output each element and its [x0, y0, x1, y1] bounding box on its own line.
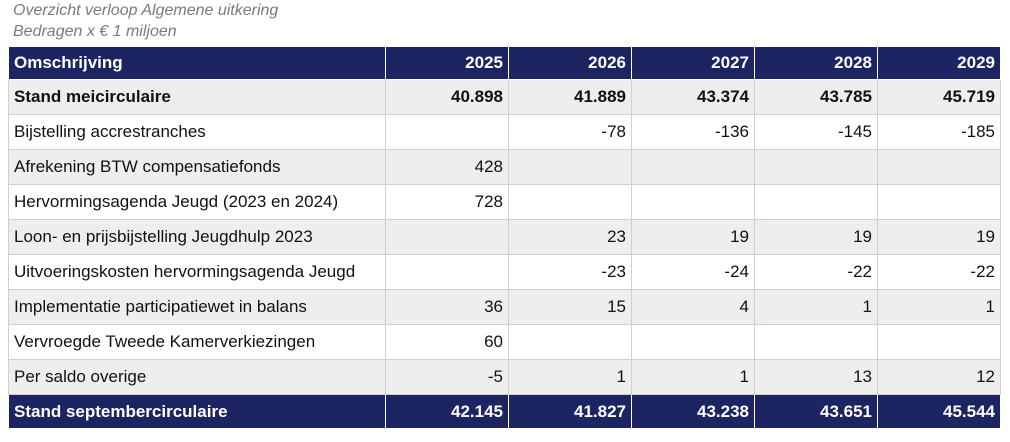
table-cell: 13 — [754, 359, 878, 395]
table-row: Stand meicirculaire 40.898 41.889 43.374… — [8, 79, 1001, 115]
row-label: Uitvoeringskosten hervormingsagenda Jeug… — [8, 254, 386, 290]
table-cell: 45.719 — [877, 79, 1001, 115]
table-cell — [754, 324, 878, 360]
row-label: Stand meicirculaire — [8, 79, 386, 115]
table-cell: 428 — [385, 149, 509, 185]
table-row: Implementatie participatiewet in balans … — [8, 289, 1001, 325]
table-cell: 15 — [508, 289, 632, 325]
table-cell: 43.374 — [631, 79, 755, 115]
table-cell — [754, 149, 878, 185]
total-cell: 41.827 — [508, 394, 632, 429]
table-cell: -23 — [508, 254, 632, 290]
table-cell: 728 — [385, 184, 509, 220]
header-year: 2027 — [631, 46, 755, 80]
table-row: Hervormingsagenda Jeugd (2023 en 2024) 7… — [8, 184, 1001, 220]
table-cell: 1 — [877, 289, 1001, 325]
caption-unit: Bedragen x € 1 miljoen — [13, 23, 177, 40]
header-row: Omschrijving 2025 2026 2027 2028 2029 — [8, 46, 1001, 80]
table-cell: -185 — [877, 114, 1001, 150]
table-cell — [508, 184, 632, 220]
table-cell: 12 — [877, 359, 1001, 395]
caption-title: Overzicht verloop Algemene uitkering — [13, 2, 279, 19]
table-cell — [877, 184, 1001, 220]
table-cell: 36 — [385, 289, 509, 325]
header-year: 2025 — [385, 46, 509, 80]
total-cell: 43.238 — [631, 394, 755, 429]
row-label: Vervroegde Tweede Kamerverkiezingen — [8, 324, 386, 360]
table-cell: 19 — [754, 219, 878, 255]
row-label: Per saldo overige — [8, 359, 386, 395]
row-label: Afrekening BTW compensatiefonds — [8, 149, 386, 185]
table-cell — [877, 324, 1001, 360]
table-row: Uitvoeringskosten hervormingsagenda Jeug… — [8, 254, 1001, 290]
table-cell — [508, 149, 632, 185]
table-cell: 23 — [508, 219, 632, 255]
table-caption: Overzicht verloop Algemene uitkering Bed… — [0, 0, 1010, 42]
table-cell: 19 — [877, 219, 1001, 255]
table-cell: -5 — [385, 359, 509, 395]
table-cell: -78 — [508, 114, 632, 150]
total-cell: 43.651 — [754, 394, 878, 429]
row-label: Hervormingsagenda Jeugd (2023 en 2024) — [8, 184, 386, 220]
table-cell: 1 — [508, 359, 632, 395]
table-cell: 43.785 — [754, 79, 878, 115]
row-label: Loon- en prijsbijstelling Jeugdhulp 2023 — [8, 219, 386, 255]
table-cell: -22 — [754, 254, 878, 290]
table-row: Vervroegde Tweede Kamerverkiezingen 60 — [8, 324, 1001, 360]
total-cell: 42.145 — [385, 394, 509, 429]
table-cell — [385, 219, 509, 255]
table-cell — [754, 184, 878, 220]
header-description: Omschrijving — [8, 46, 386, 80]
table-cell — [508, 324, 632, 360]
total-row: Stand septembercirculaire 42.145 41.827 … — [8, 394, 1001, 429]
table-row: Afrekening BTW compensatiefonds 428 — [8, 149, 1001, 185]
table-row: Loon- en prijsbijstelling Jeugdhulp 2023… — [8, 219, 1001, 255]
benefit-table: Omschrijving 2025 2026 2027 2028 2029 St… — [8, 46, 1001, 429]
table-cell — [631, 324, 755, 360]
table-row: Bijstelling accrestranches -78 -136 -145… — [8, 114, 1001, 150]
total-cell: 45.544 — [877, 394, 1001, 429]
table-cell — [877, 149, 1001, 185]
table-cell: -136 — [631, 114, 755, 150]
table-cell: 41.889 — [508, 79, 632, 115]
header-year: 2028 — [754, 46, 878, 80]
row-label: Implementatie participatiewet in balans — [8, 289, 386, 325]
table-cell: 1 — [754, 289, 878, 325]
table-cell: 19 — [631, 219, 755, 255]
table-cell — [631, 184, 755, 220]
row-label: Bijstelling accrestranches — [8, 114, 386, 150]
table-cell — [385, 114, 509, 150]
table-cell — [385, 254, 509, 290]
table-cell: -22 — [877, 254, 1001, 290]
table-cell: 4 — [631, 289, 755, 325]
table-cell: -24 — [631, 254, 755, 290]
total-label: Stand septembercirculaire — [8, 394, 386, 429]
table-cell: 40.898 — [385, 79, 509, 115]
header-year: 2026 — [508, 46, 632, 80]
table-row: Per saldo overige -5 1 1 13 12 — [8, 359, 1001, 395]
table-cell: 60 — [385, 324, 509, 360]
header-year: 2029 — [877, 46, 1001, 80]
table-cell: 1 — [631, 359, 755, 395]
table-cell: -145 — [754, 114, 878, 150]
table-cell — [631, 149, 755, 185]
